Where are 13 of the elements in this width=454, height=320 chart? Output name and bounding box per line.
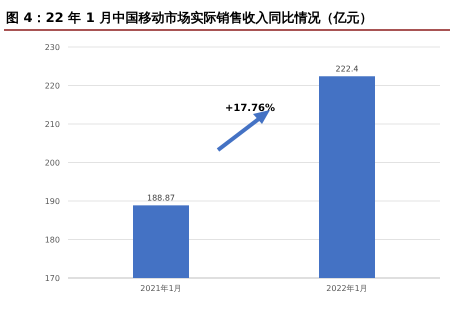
x-tick-label: 2021年1月 bbox=[140, 284, 182, 293]
y-tick-label: 180 bbox=[44, 236, 60, 244]
y-tick-label: 220 bbox=[44, 82, 60, 90]
y-tick-label: 230 bbox=[44, 43, 60, 52]
data-label: 188.87 bbox=[147, 193, 175, 202]
data-label: 222.4 bbox=[336, 64, 358, 74]
annotation: +17.76% bbox=[225, 103, 276, 114]
y-tick-label: 190 bbox=[44, 197, 60, 206]
chart-title: 图 4：22 年 1 月中国移动市场实际销售收入同比情况（亿元） bbox=[6, 10, 372, 26]
x-tick-label: 2022年1月 bbox=[326, 284, 368, 293]
y-tick-label: 170 bbox=[44, 274, 60, 283]
y-tick-label: 200 bbox=[44, 158, 60, 168]
y-tick-label: 210 bbox=[44, 120, 60, 129]
